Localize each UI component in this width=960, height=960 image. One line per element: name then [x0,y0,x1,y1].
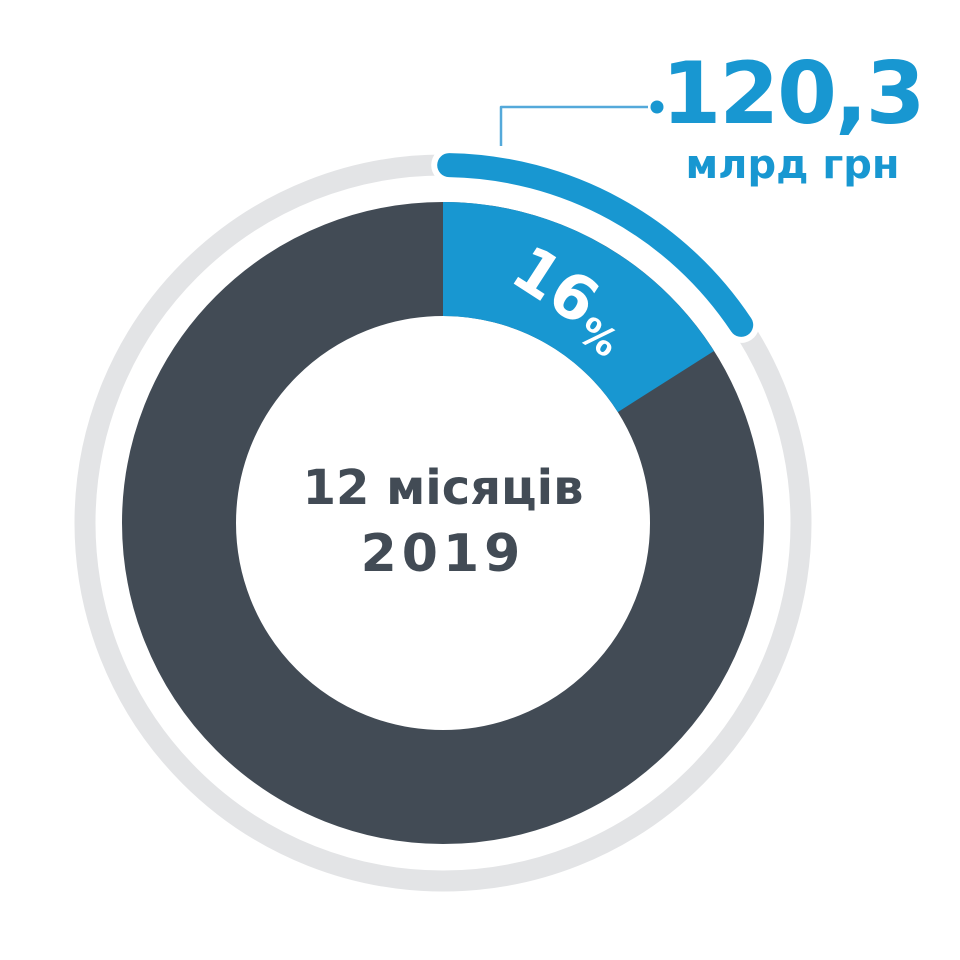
highlight-slice [443,202,714,413]
center-label-months: 12 місяців [302,460,584,516]
callout-dot [650,100,664,114]
callout-value: 120,3 [661,44,925,144]
center-label-year: 2019 [360,524,526,584]
center-label: 12 місяців 2019 [193,460,693,582]
callout-label: 120,3 млрд грн [645,50,940,186]
callout-unit: млрд грн [685,142,900,188]
highlight-outer-arc [437,153,754,337]
callout-connector-line [499,105,648,146]
